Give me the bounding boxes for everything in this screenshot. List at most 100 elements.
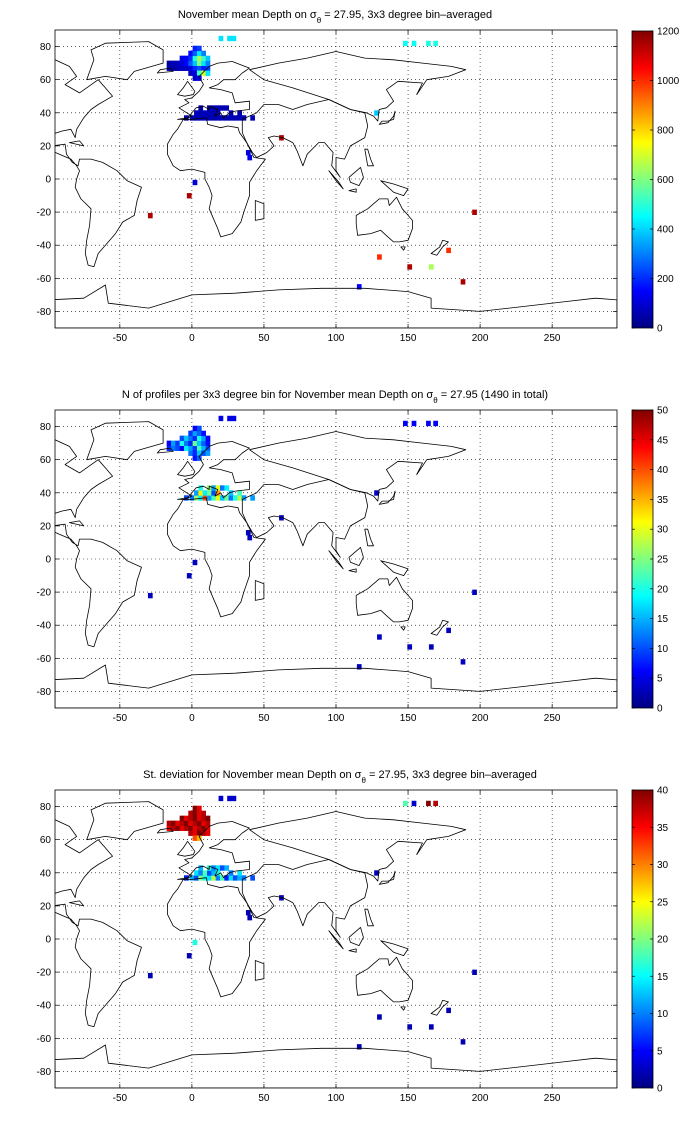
coastline <box>348 927 364 946</box>
data-bin <box>377 254 382 260</box>
data-bin <box>192 65 198 71</box>
data-bin <box>374 490 379 496</box>
data-bin <box>201 810 206 817</box>
data-bin <box>220 115 225 121</box>
data-bin <box>220 495 225 501</box>
coastline <box>86 421 164 461</box>
y-tick-label: 80 <box>40 422 52 433</box>
data-bin <box>179 55 185 62</box>
data-bin <box>220 875 225 881</box>
data-bin <box>192 440 198 446</box>
data-bin <box>250 495 255 501</box>
data-bin <box>356 664 362 670</box>
data-bin <box>192 830 198 836</box>
data-bin <box>279 895 284 901</box>
colorbar-tick-label: 15 <box>657 614 669 625</box>
data-bin <box>198 485 204 491</box>
coastline <box>177 61 250 120</box>
colorbar-tick-label: 1000 <box>657 76 680 87</box>
data-bin <box>205 445 211 451</box>
data-bin <box>428 1024 434 1030</box>
x-tick-label: 250 <box>544 713 561 724</box>
coastline <box>167 497 266 618</box>
data-bin <box>196 445 202 451</box>
data-bin <box>433 800 438 807</box>
coastline <box>254 960 265 981</box>
coastline <box>156 827 174 834</box>
data-bin <box>179 65 185 71</box>
coastline <box>400 1006 406 1011</box>
data-bin <box>247 154 253 161</box>
coastline <box>364 908 374 927</box>
data-bin <box>201 820 206 826</box>
colorbar-tick-label: 200 <box>657 274 674 285</box>
y-tick-label: -80 <box>37 1067 52 1078</box>
colorbar-tick-label: 10 <box>657 644 669 655</box>
coastline <box>55 664 617 708</box>
colorbar-tick-label: 40 <box>657 786 669 797</box>
data-bin <box>411 40 417 47</box>
data-bin <box>201 830 206 836</box>
data-bin <box>175 65 181 71</box>
coastline <box>328 550 344 570</box>
data-bin <box>147 972 153 979</box>
data-bin <box>428 264 434 270</box>
data-bin <box>183 445 189 451</box>
data-bin <box>186 953 192 959</box>
y-tick-label: 0 <box>45 935 51 946</box>
data-bin <box>374 110 379 116</box>
coastline <box>86 801 164 841</box>
data-bin <box>198 870 204 876</box>
x-tick-label: 200 <box>472 713 489 724</box>
colorbar-tick-label: 50 <box>657 406 669 417</box>
x-tick-label: 100 <box>328 713 345 724</box>
data-bin <box>224 495 230 501</box>
y-tick-label: -40 <box>37 1001 52 1012</box>
data-bin <box>211 110 217 116</box>
coastline <box>55 439 142 648</box>
colorbar-tick-label: 0 <box>657 324 663 335</box>
data-bin <box>228 875 234 881</box>
coastline <box>348 568 357 573</box>
x-tick-label: 150 <box>400 713 417 724</box>
coastline <box>254 200 265 221</box>
data-bin <box>189 115 195 121</box>
data-bin <box>227 415 232 422</box>
data-bin <box>192 455 198 461</box>
data-bin <box>403 800 408 807</box>
coastline <box>177 441 250 500</box>
coastline <box>86 41 164 81</box>
data-bin <box>188 440 194 446</box>
coastline <box>156 67 174 74</box>
data-bin <box>202 490 208 496</box>
data-bin <box>196 430 202 437</box>
data-bin <box>237 115 243 121</box>
data-bin <box>446 247 451 254</box>
data-bin <box>215 485 221 491</box>
data-bin <box>377 634 382 640</box>
data-bin <box>201 60 206 66</box>
y-tick-label: -60 <box>37 654 52 665</box>
colorbar-tick-label: 30 <box>657 525 669 536</box>
x-tick-label: 50 <box>258 713 270 724</box>
data-bin <box>147 592 153 599</box>
data-bin <box>227 795 232 802</box>
data-bin <box>426 420 431 427</box>
y-tick-label: 60 <box>40 835 52 846</box>
data-bin <box>179 815 185 822</box>
data-bin <box>196 65 202 71</box>
data-bin <box>192 450 198 456</box>
data-bin <box>232 495 238 501</box>
data-bin <box>211 490 217 496</box>
data-bin <box>205 450 211 456</box>
data-bin <box>198 110 204 116</box>
data-bin <box>201 50 206 57</box>
data-bin <box>472 969 477 975</box>
panel-profile-count: N of profiles per 3x3 degree bin for Nov… <box>37 389 669 724</box>
data-bin <box>183 820 189 826</box>
data-bin <box>196 75 202 81</box>
data-bin <box>183 440 189 446</box>
data-bin <box>237 490 243 496</box>
data-bin <box>201 815 206 822</box>
colorbar-tick-label: 35 <box>657 495 669 506</box>
